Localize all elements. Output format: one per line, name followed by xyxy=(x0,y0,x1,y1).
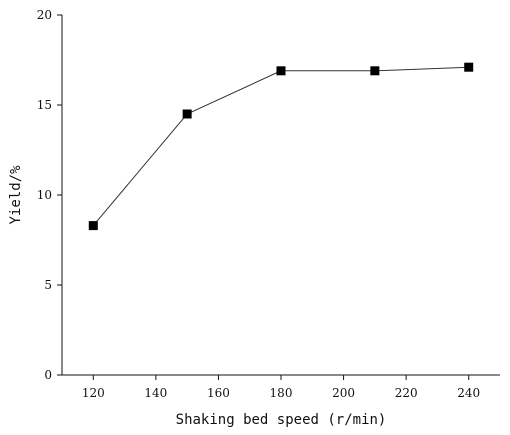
x-tick-label: 160 xyxy=(207,386,230,400)
y-axis-label: Yield/% xyxy=(8,165,24,225)
x-tick-label: 220 xyxy=(395,386,418,400)
y-tick-label: 0 xyxy=(44,368,52,382)
x-axis-label: Shaking bed speed (r/min) xyxy=(176,412,387,428)
series-line xyxy=(92,66,469,226)
y-tick-label: 15 xyxy=(37,98,52,112)
y-tick-label: 5 xyxy=(44,278,52,292)
y-tick-label: 10 xyxy=(37,188,52,202)
data-point-marker xyxy=(370,66,380,76)
data-point-marker xyxy=(464,62,474,72)
data-point-marker xyxy=(88,221,98,231)
x-tick-label: 120 xyxy=(82,386,105,400)
x-tick-label: 200 xyxy=(332,386,355,400)
series xyxy=(88,62,474,231)
y-tick-label: 20 xyxy=(37,8,52,22)
data-point-marker xyxy=(276,66,286,76)
x-tick-label: 180 xyxy=(270,386,293,400)
ticks: 0 5 10 15 20 120 140 160 180 200 220 240 xyxy=(37,8,480,400)
x-tick-label: 240 xyxy=(457,386,480,400)
x-tick-label: 140 xyxy=(144,386,167,400)
data-point-marker xyxy=(182,109,192,119)
